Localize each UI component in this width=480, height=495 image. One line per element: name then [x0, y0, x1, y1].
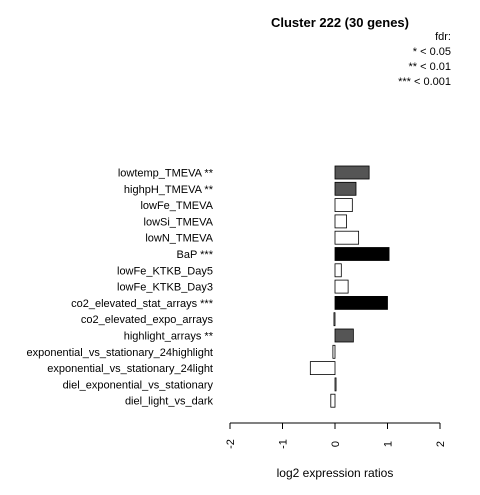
bar — [332, 344, 336, 359]
category-label: lowFe_KTKB_Day5 — [117, 265, 213, 277]
legend: fdr: * < 0.05 ** < 0.01 *** < 0.001 — [398, 31, 451, 88]
category-label: co2_elevated_stat_arrays *** — [71, 298, 214, 310]
bar — [334, 328, 354, 343]
bar-group — [309, 165, 390, 408]
chart-title: Cluster 222 (30 genes) — [271, 15, 409, 30]
bar — [309, 361, 336, 376]
bar — [334, 377, 337, 392]
bar — [330, 393, 336, 408]
legend-entry-fdr-0-01: ** < 0.01 — [408, 61, 451, 73]
bar — [333, 312, 336, 327]
category-label: co2_elevated_expo_arrays — [81, 314, 214, 326]
category-label: exponential_vs_stationary_24light — [47, 363, 213, 375]
category-label: highlight_arrays ** — [124, 331, 214, 343]
category-label-group: lowtemp_TMEVA ** highpH_TMEVA ** lowFe_TME… — [26, 168, 213, 408]
x-tick-label: 1 — [383, 441, 395, 447]
category-label: diel_exponential_vs_stationary — [63, 379, 214, 391]
bar — [334, 181, 357, 196]
category-label: highpH_TMEVA ** — [124, 184, 214, 196]
category-label: diel_light_vs_dark — [125, 396, 214, 408]
bar — [334, 198, 353, 213]
bar — [334, 295, 388, 310]
category-label: lowFe_KTKB_Day3 — [117, 282, 213, 294]
category-label: BaP *** — [177, 249, 214, 261]
category-label: lowSi_TMEVA — [144, 216, 214, 228]
category-label: lowFe_TMEVA — [140, 200, 213, 212]
x-tick-label: -2 — [225, 439, 237, 449]
x-axis: -2 -1 0 1 2 — [225, 422, 447, 449]
category-label: lowtemp_TMEVA ** — [118, 168, 214, 180]
legend-entry-fdr-0-001: *** < 0.001 — [398, 76, 451, 88]
category-label: lowN_TMEVA — [145, 233, 213, 245]
bar — [334, 214, 347, 229]
bar — [334, 247, 390, 261]
bar — [334, 263, 342, 278]
legend-title: fdr: — [435, 31, 451, 43]
x-axis-label: log2 expression ratios — [277, 466, 394, 480]
x-tick-label: -1 — [278, 439, 290, 449]
x-tick-label: 2 — [435, 441, 447, 447]
category-label: exponential_vs_stationary_24highlight — [26, 347, 213, 359]
bar — [334, 279, 349, 294]
bar — [334, 230, 360, 245]
x-tick-label: 0 — [330, 441, 342, 447]
bar — [334, 165, 370, 180]
legend-entry-fdr-0-05: * < 0.05 — [413, 46, 451, 58]
